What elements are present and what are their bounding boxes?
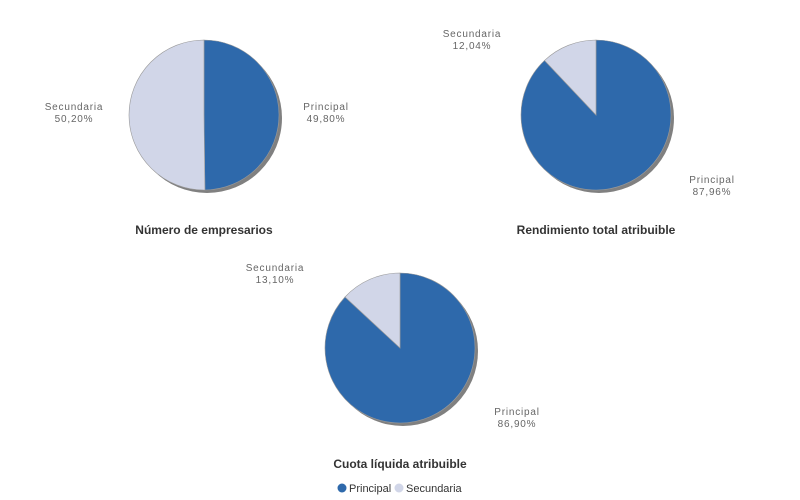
pie-slice-secundaria[interactable] bbox=[344, 272, 401, 349]
slice-label-principal: Principal 86,90% bbox=[494, 407, 540, 430]
slice-label-secundaria: Secundaria 12,04% bbox=[443, 29, 502, 52]
pie-slice-secundaria[interactable] bbox=[128, 39, 206, 191]
legend-item-secundaria[interactable]: Secundaria bbox=[394, 483, 463, 495]
slice-label-secundaria: Secundaria 13,10% bbox=[246, 263, 305, 286]
legend-label: Principal bbox=[349, 483, 391, 495]
legend: Principal Secundaria bbox=[337, 483, 463, 495]
slice-label-secundaria: Secundaria 50,20% bbox=[45, 102, 104, 125]
pie-chart-1: Principal 49,80% Secundaria 50,20% Número de… bbox=[45, 39, 349, 237]
legend-marker bbox=[394, 483, 404, 493]
legend-marker bbox=[337, 483, 347, 493]
legend-label: Secundaria bbox=[406, 483, 463, 495]
legend-item-principal[interactable]: Principal bbox=[337, 483, 392, 495]
slice-label-principal: Principal 87,96% bbox=[689, 175, 735, 198]
pie-chart-2: Principal 87,96% Secundaria 12,04% Rendimien… bbox=[443, 29, 735, 237]
chart-title: Rendimiento total atribuible bbox=[517, 223, 676, 237]
pie-slice-principal[interactable] bbox=[203, 39, 280, 191]
slice-label-principal: Principal 49,80% bbox=[303, 102, 349, 125]
pie-chart-3: Principal 86,90% Secundaria 13,10% Cuota líq… bbox=[246, 263, 540, 471]
chart-title: Número de empresarios bbox=[135, 223, 273, 237]
chart-title: Cuota líquida atribuible bbox=[333, 457, 467, 471]
pie-slice-secundaria[interactable] bbox=[544, 39, 597, 116]
